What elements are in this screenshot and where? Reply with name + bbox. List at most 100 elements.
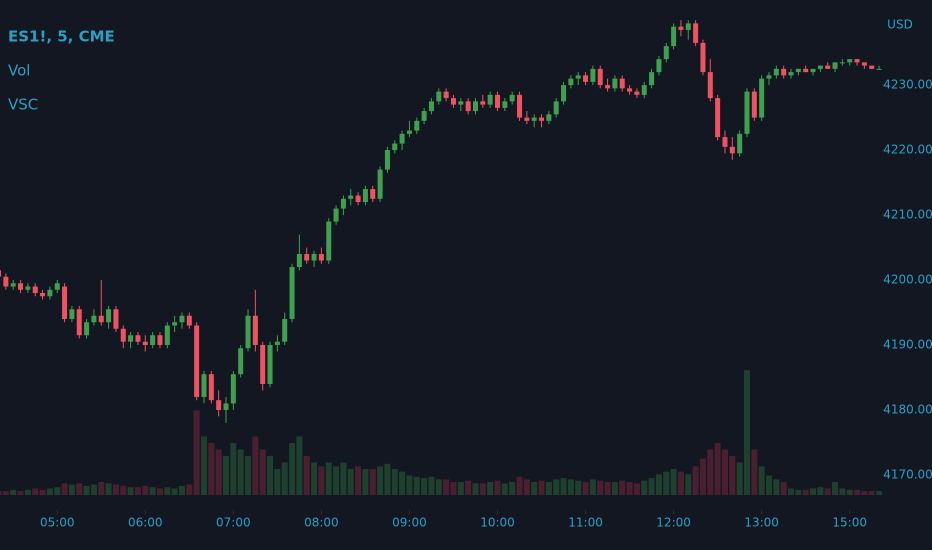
- volume-bar: [854, 489, 861, 495]
- volume-bar: [479, 483, 486, 495]
- volume-bar: [707, 449, 714, 495]
- volume-bar: [178, 485, 185, 495]
- candle-body: [487, 94, 493, 105]
- volume-bar: [377, 466, 384, 495]
- volume-bar: [721, 449, 728, 495]
- volume-bar: [2, 491, 9, 495]
- volume-bar: [215, 449, 222, 495]
- volume-bar: [10, 489, 17, 495]
- volume-bar: [648, 478, 655, 495]
- candle-body: [649, 72, 655, 86]
- candle-body: [98, 315, 104, 323]
- volume-bar: [626, 482, 633, 495]
- y-tick-label: 4190.00: [883, 337, 932, 351]
- candle-body: [355, 195, 361, 203]
- volume-bar: [406, 475, 413, 495]
- candle-body: [54, 283, 60, 290]
- candle-body: [304, 254, 310, 261]
- volume-bar: [164, 487, 171, 495]
- candle-body: [737, 133, 743, 154]
- x-tick-label: 06:00: [128, 516, 163, 530]
- y-tick-label: 4200.00: [883, 273, 932, 287]
- candle-body: [729, 146, 735, 154]
- candle-body: [641, 85, 647, 95]
- candle-body: [47, 289, 53, 297]
- volume-bar: [76, 483, 83, 495]
- volume-bar: [149, 487, 156, 495]
- volume-bar: [325, 462, 332, 495]
- candle-body: [546, 114, 552, 121]
- x-tick-label: 09:00: [392, 516, 427, 530]
- candle-body: [605, 85, 611, 89]
- candle-body: [0, 270, 2, 277]
- volume-bar: [83, 485, 90, 495]
- candle-body: [69, 309, 75, 319]
- candle-body: [531, 117, 537, 121]
- candle-body: [348, 195, 354, 199]
- volume-bar: [553, 479, 560, 495]
- volume-bar: [105, 483, 112, 495]
- volume-bar: [758, 466, 765, 495]
- candle-body: [495, 94, 501, 108]
- candle-body: [693, 23, 699, 43]
- candle-body: [25, 286, 31, 290]
- candle-body: [671, 26, 677, 47]
- candle-body: [590, 68, 596, 82]
- y-tick-label: 4180.00: [883, 402, 932, 416]
- candle-body: [10, 283, 16, 287]
- volume-bar: [509, 482, 516, 495]
- y-tick-label: 4170.00: [883, 467, 932, 481]
- candle-body: [619, 78, 625, 89]
- candle-body: [421, 111, 427, 121]
- volume-bar: [303, 456, 310, 495]
- candle-body: [194, 325, 200, 397]
- candle-body: [289, 267, 295, 319]
- volume-bar: [333, 466, 340, 495]
- volume-bar: [90, 484, 97, 495]
- volume-bar: [421, 478, 428, 495]
- y-tick-label: 4220.00: [883, 143, 932, 157]
- candle-body: [744, 91, 750, 134]
- candle-body: [208, 374, 214, 401]
- volume-bar: [39, 489, 46, 495]
- candle-body: [157, 335, 163, 345]
- volume-bar: [832, 482, 839, 495]
- candle-body: [663, 46, 669, 60]
- volume-bar: [362, 469, 369, 495]
- y-tick-label: 4230.00: [883, 78, 932, 92]
- volume-bar: [46, 488, 53, 495]
- candle-body: [817, 65, 823, 69]
- volume-bar: [54, 487, 61, 495]
- candle-body: [377, 169, 383, 199]
- candle-body: [803, 68, 809, 73]
- chart-title: ES1!, 5, CME: [8, 28, 115, 46]
- candle-body: [759, 78, 765, 118]
- volume-bar: [699, 458, 706, 495]
- volume-bar: [289, 443, 296, 495]
- candle-body: [685, 23, 691, 30]
- volume-bar: [98, 482, 105, 495]
- volume-bar: [311, 462, 318, 495]
- candle-body: [825, 65, 831, 69]
- volume-bar: [208, 443, 215, 495]
- candle-body: [91, 315, 97, 323]
- candle-body: [150, 335, 156, 345]
- volume-bar: [142, 485, 149, 495]
- volume-bar: [641, 480, 648, 495]
- volume-bar: [355, 466, 362, 495]
- volume-bar: [171, 488, 178, 495]
- volume-bar: [24, 489, 31, 495]
- volume-bar: [501, 483, 508, 495]
- volume-bar: [318, 466, 325, 495]
- volume-bar: [531, 482, 538, 495]
- volume-bar: [861, 491, 868, 495]
- volume-bar: [399, 471, 406, 495]
- volume-bar: [428, 476, 435, 495]
- candle-body: [252, 315, 258, 345]
- candle-body: [238, 348, 244, 375]
- volume-bar: [839, 488, 846, 495]
- candle-body: [707, 72, 713, 99]
- volume-bar: [868, 491, 875, 495]
- candle-body: [128, 335, 134, 342]
